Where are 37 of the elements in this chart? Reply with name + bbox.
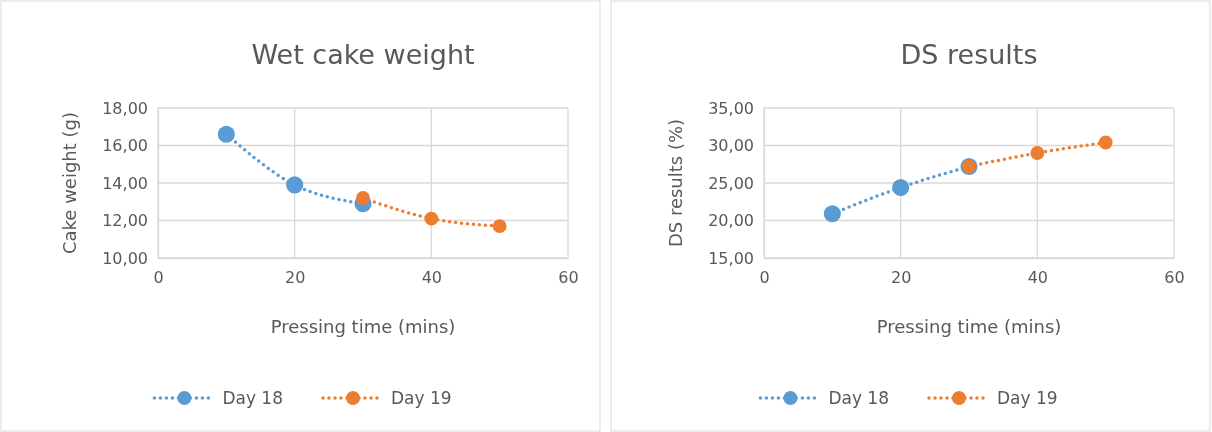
x-axis-title: Pressing time (mins) (876, 316, 1062, 337)
x-tick-label: 20 (284, 268, 306, 288)
y-tick-label: 12,00 (102, 211, 148, 231)
y-tick-label: 35,00 (708, 98, 754, 118)
x-tick-label: 40 (421, 268, 443, 288)
point (217, 125, 235, 143)
y-tick-label: 10,00 (102, 248, 148, 268)
x-tick-label: 20 (890, 268, 912, 288)
point (356, 191, 370, 205)
x-tick-label: 40 (1027, 268, 1049, 288)
y-axis-title: DS results (%) (665, 118, 686, 248)
y-axis-title: Cake weight (g) (59, 111, 80, 255)
x-axis-title: Pressing time (mins) (270, 316, 456, 337)
x-tick-label: 0 (759, 268, 770, 288)
chart-title: Wet cake weight (251, 39, 475, 70)
point (424, 211, 439, 226)
point (1098, 135, 1113, 150)
point (823, 205, 841, 223)
y-tick-label: 14,00 (102, 173, 148, 193)
legend-label: Day 18 (828, 388, 889, 408)
point (892, 178, 910, 197)
legend-label: Day 19 (391, 388, 452, 408)
y-tick-label: 20,00 (708, 211, 754, 231)
point (1030, 146, 1045, 160)
legend-label: Day 19 (997, 388, 1058, 408)
chart-title: DS results (900, 39, 1038, 70)
y-tick-label: 30,00 (708, 136, 754, 156)
y-tick-label: 16,00 (102, 136, 148, 156)
x-tick-label: 60 (1164, 268, 1185, 288)
x-tick-label: 60 (558, 268, 579, 288)
point (492, 219, 507, 234)
y-tick-label: 18,00 (102, 98, 148, 118)
y-tick-label: 25,00 (708, 173, 754, 193)
y-tick-label: 15,00 (708, 248, 754, 268)
point (286, 176, 304, 194)
x-tick-label: 0 (153, 268, 164, 288)
legend-label: Day 18 (222, 388, 283, 408)
